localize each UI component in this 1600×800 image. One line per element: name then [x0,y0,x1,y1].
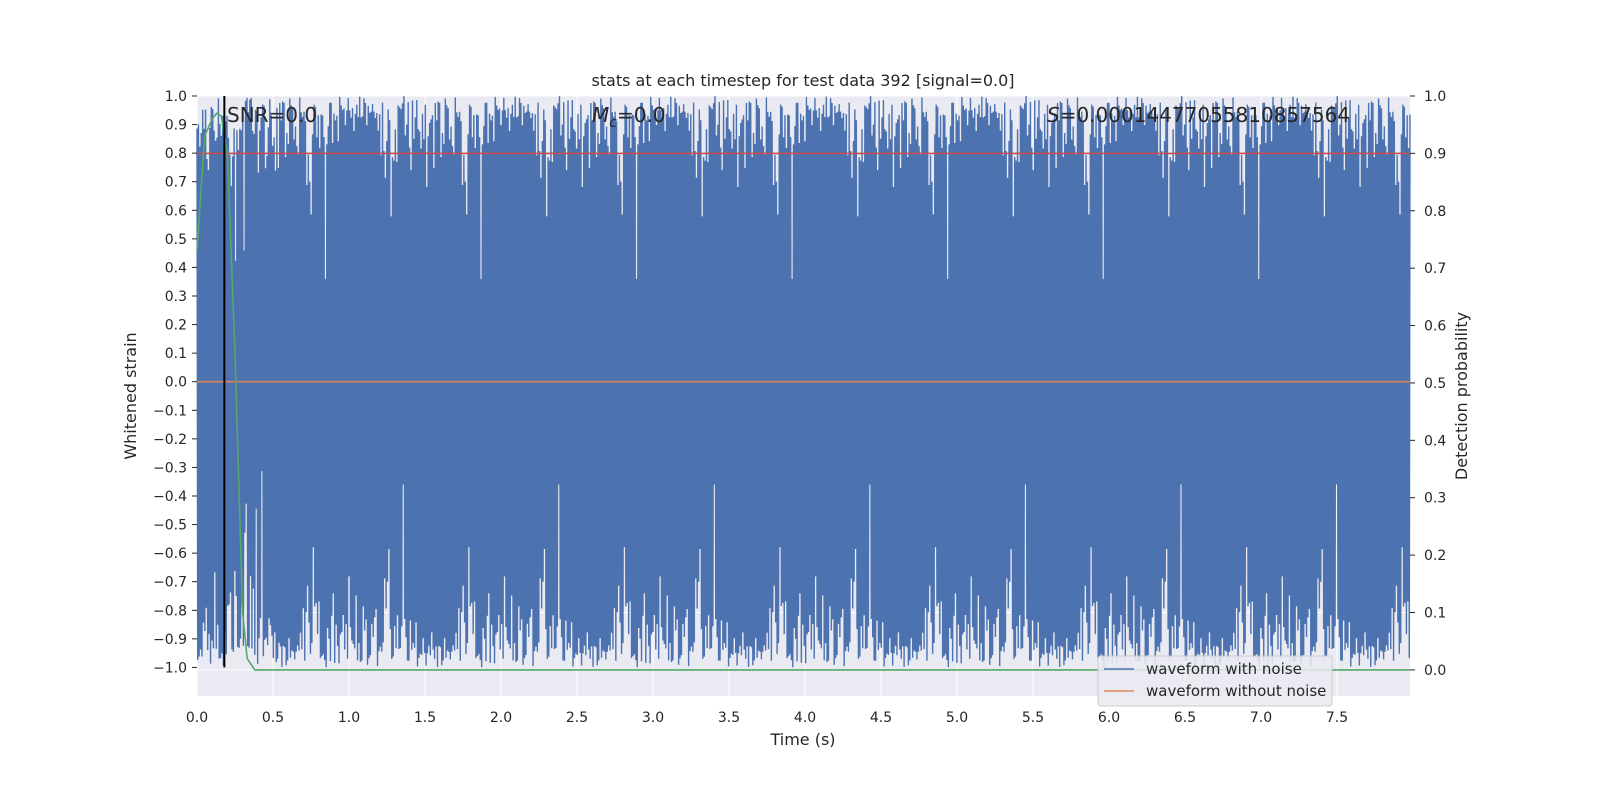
y-tick-label: −0.8 [153,603,187,619]
x-tick-label: 0.5 [262,710,284,726]
y2-tick-label: 0.0 [1424,663,1446,679]
y2-tick-label: 1.0 [1424,89,1446,105]
y-tick-label: 0.9 [165,118,187,134]
y2-tick-label: 0.8 [1424,204,1446,220]
noise-trace [196,96,1411,668]
x-tick-label: 5.5 [1022,710,1044,726]
y2-tick-label: 0.2 [1424,548,1446,564]
y2-tick-label: 0.7 [1424,261,1446,277]
y-tick-label: 0.4 [165,260,187,276]
x-tick-label: 1.5 [414,710,436,726]
y2-tick-labels: 1.0 0.9 0.8 0.7 0.6 0.5 0.4 0.3 0.2 0.1 0.0 [1410,89,1446,679]
s-symbol: S [1047,103,1060,127]
y-tick-label: −0.2 [153,432,187,448]
y-tick-label: −0.4 [153,489,187,505]
x-tick-label: 0.0 [186,710,208,726]
y-tick-label: 0.8 [165,146,187,162]
x-tick-label: 5.0 [946,710,968,726]
y-tick-labels: 1.0 0.9 0.8 0.7 0.6 0.5 0.4 0.3 0.2 0.1 0.0 −0.1 −0.… [153,89,197,676]
legend-label-without-noise: waveform without noise [1146,682,1326,700]
x-tick-label: 4.0 [794,710,816,726]
x-axis-label: Time (s) [769,730,835,749]
x-tick-label: 2.0 [490,710,512,726]
x-tick-label: 3.5 [718,710,740,726]
y-tick-label: 0.1 [165,346,187,362]
y-tick-label: 0.7 [165,175,187,191]
series-detection-probability [196,112,1410,671]
x-tick-label: 6.5 [1174,710,1196,726]
mc-symbol: M [592,103,609,127]
s-annotation: S=0.00014477055810857564 [1047,103,1350,127]
y-tick-label: −0.6 [153,546,187,562]
y-tick-label: 0.5 [165,232,187,248]
y2-tick-label: 0.5 [1424,376,1446,392]
y-axis-label: Whitened strain [121,332,140,459]
y-tick-label: −0.7 [153,575,187,591]
y2-tick-label: 0.3 [1424,491,1446,507]
y2-tick-label: 0.9 [1424,146,1446,162]
x-tick-label: 7.5 [1326,710,1348,726]
y-tick-label: −1.0 [153,660,187,676]
series-waveform-with-noise [196,96,1411,668]
x-tick-labels: 0.0 0.5 1.0 1.5 2.0 2.5 3.0 3.5 4.0 4.5 5.0 5.5 6.0 6… [186,710,1348,726]
mc-annotation: Mc=0.0 [592,103,666,131]
x-tick-label: 2.5 [566,710,588,726]
snr-annotation: SNR=0.0 [227,103,317,127]
x-tick-label: 3.0 [642,710,664,726]
y-tick-label: −0.1 [153,403,187,419]
s-value: =0.00014477055810857564 [1060,103,1350,127]
y-tick-label: −0.3 [153,460,187,476]
y2-axis-label: Detection probability [1452,312,1471,480]
legend: waveform with noise waveform without noi… [1097,655,1333,707]
x-tick-label: 4.5 [870,710,892,726]
legend-label-with-noise: waveform with noise [1146,660,1302,678]
y2-tick-label: 0.6 [1424,319,1446,335]
overlay-lines [196,96,1410,671]
x-tick-label: 1.0 [338,710,360,726]
y-tick-label: 0.6 [165,203,187,219]
y-tick-label: 0.2 [165,318,187,334]
y-tick-label: 1.0 [165,89,187,105]
y2-tick-label: 0.1 [1424,605,1446,621]
chart-title: stats at each timestep for test data 392… [591,71,1014,90]
y-tick-label: 0.0 [165,375,187,391]
legend-box [1097,655,1333,707]
x-tick-label: 6.0 [1098,710,1120,726]
mc-subscript: c [609,115,617,131]
y-tick-label: −0.5 [153,518,187,534]
y2-tick-label: 0.4 [1424,433,1446,449]
x-tick-label: 7.0 [1250,710,1272,726]
y-tick-label: −0.9 [153,632,187,648]
y-tick-label: 0.3 [165,289,187,305]
mc-value: =0.0 [617,103,666,127]
